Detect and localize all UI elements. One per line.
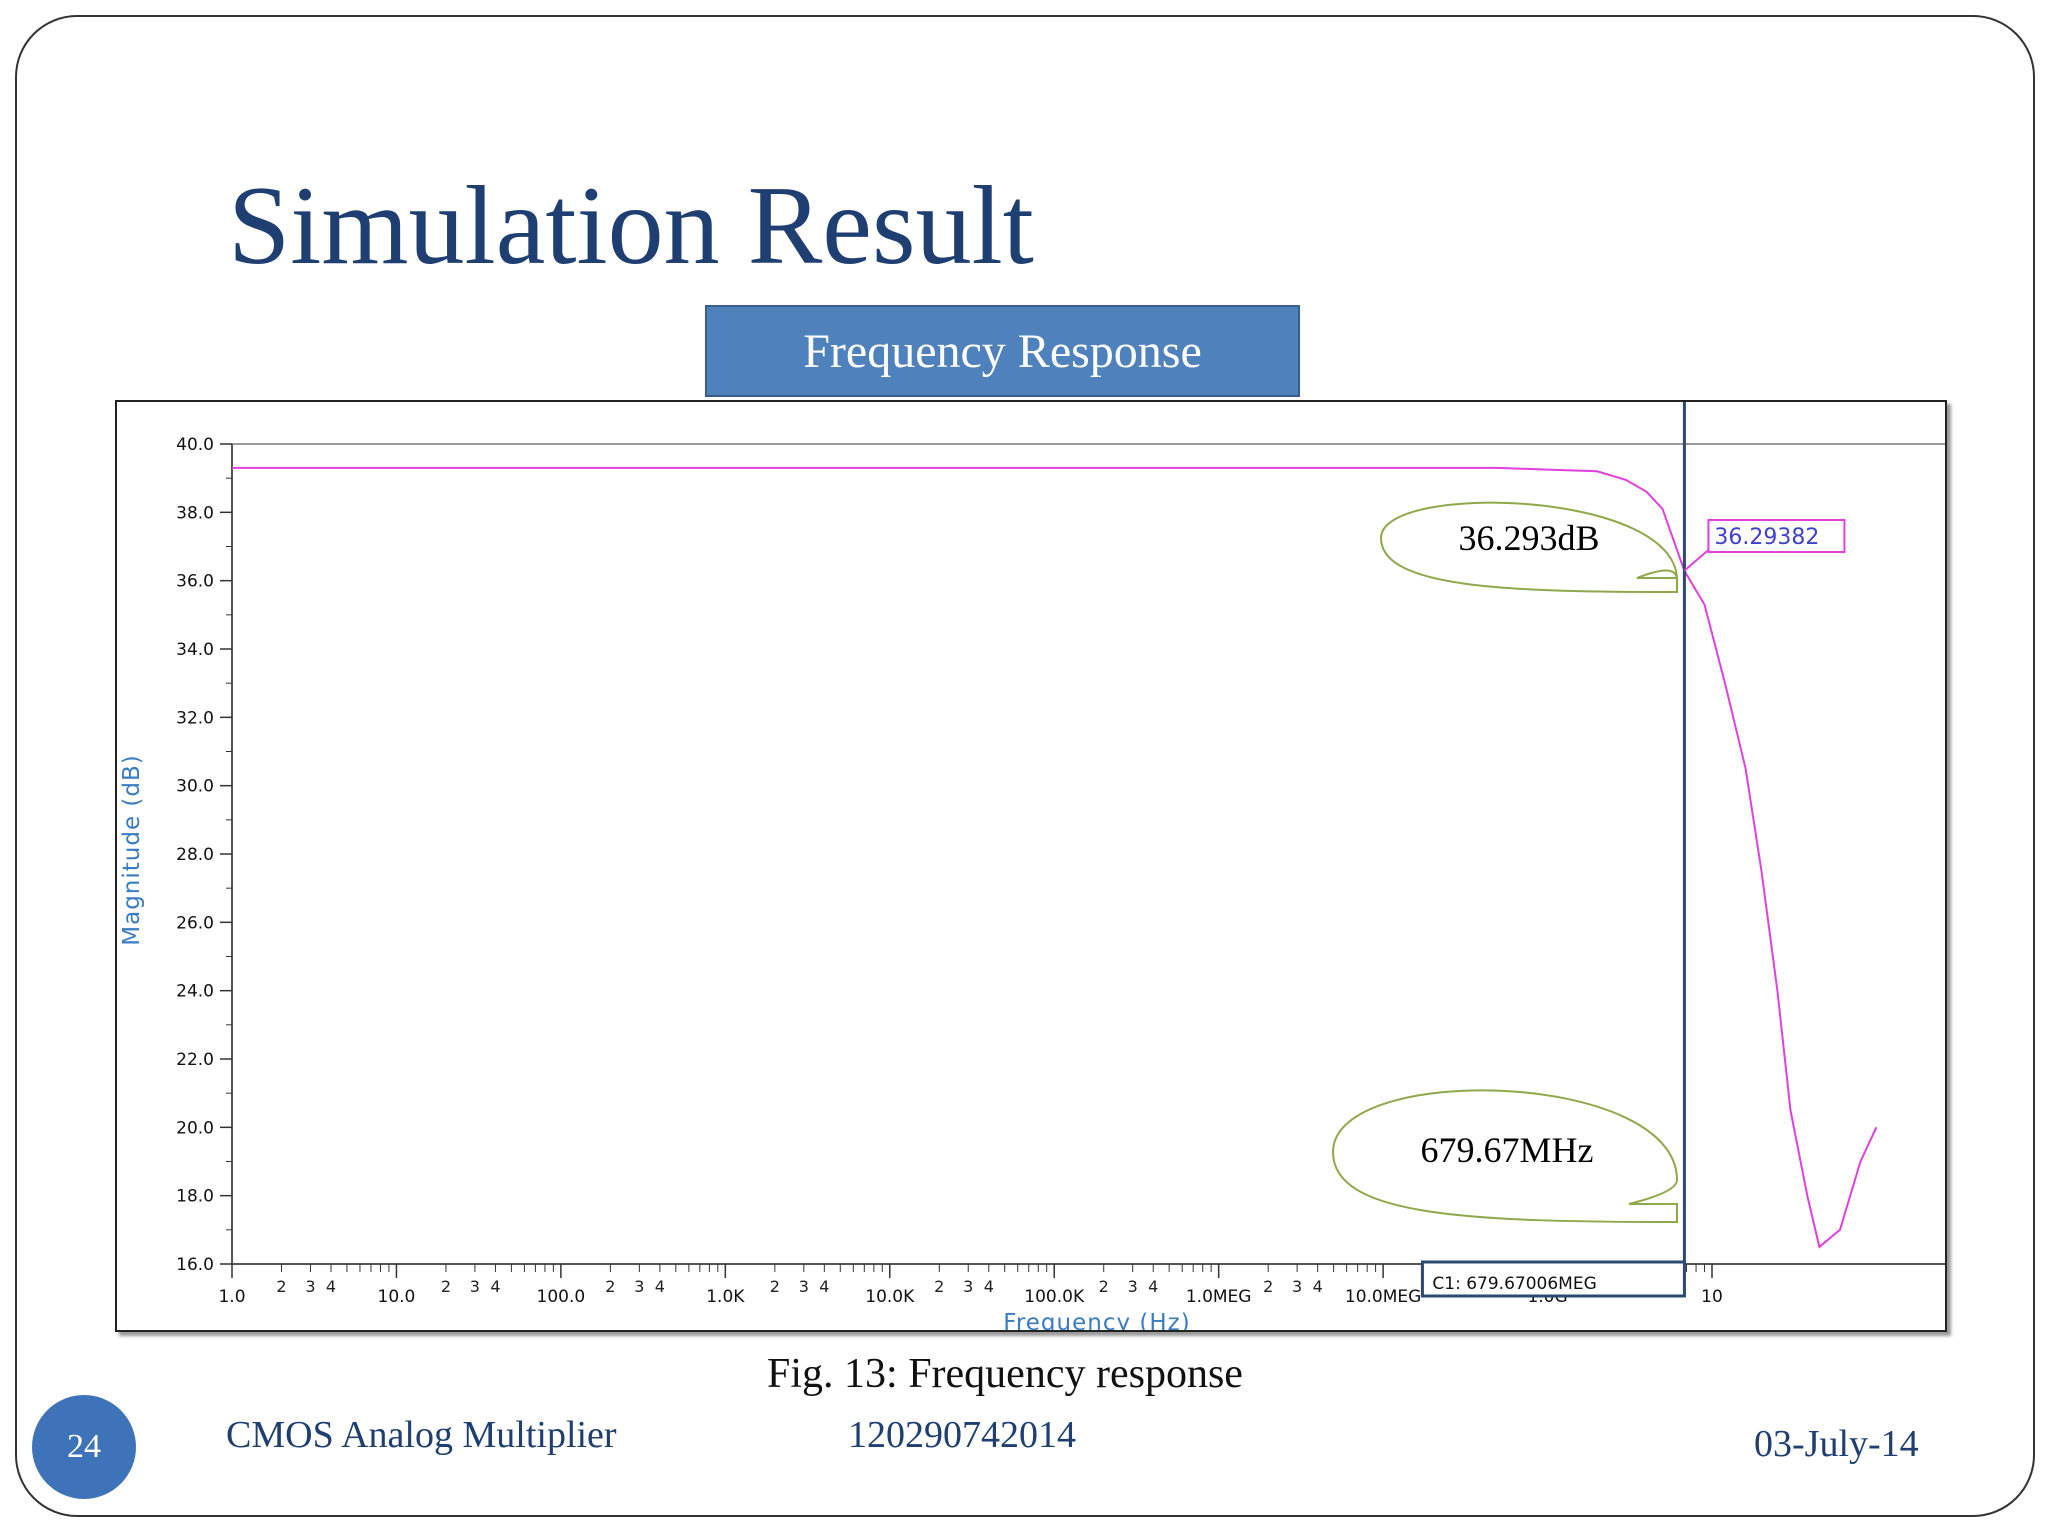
x-tick-label: 100.0K [1024,1287,1085,1307]
slide-number-badge: 24 [32,1395,136,1499]
x-minor-tick-label: 4 [1313,1277,1323,1296]
frequency-response-chart: 40.0 38.0 36.0 34.0 32.0 30.0 28.0 26.0 24.0 22.0… [119,402,1945,1332]
x-tick-label: 1.0K [706,1287,745,1307]
footer-id: 120290742014 [848,1414,1076,1456]
y-axis-title: Magnitude (dB) [119,754,145,946]
chart-panel: 40.0 38.0 36.0 34.0 32.0 30.0 28.0 26.0 24.0 22.0… [115,400,1947,1332]
x-minor-tick-label: 2 [770,1277,780,1296]
y-tick-label: 32.0 [176,708,214,728]
x-axis-title: Frequency (Hz) [1003,1310,1190,1332]
x-minor-tick-label: 2 [1263,1277,1273,1296]
x-minor-tick-label: 4 [984,1277,994,1296]
x-minor-tick-label: 2 [276,1277,286,1296]
x-minor-tick-label: 4 [326,1277,336,1296]
x-minor-tick-label: 3 [634,1277,644,1296]
x-tick-label: 10.0MEG [1345,1287,1421,1307]
x-minor-tick-label: 3 [470,1277,480,1296]
cursor-label-box [1420,1260,1686,1298]
y-tick-label: 24.0 [176,982,214,1002]
y-tick-label: 34.0 [176,640,214,660]
x-minor-tick-label: 2 [1099,1277,1109,1296]
y-tick-label: 30.0 [176,777,214,797]
slide-title: Simulation Result [228,164,1034,288]
cursor-value-leader [1683,549,1710,572]
x-minor-tick-label: 2 [934,1277,944,1296]
x-minor-tick-label: 3 [963,1277,973,1296]
x-minor-tick-label: 3 [799,1277,809,1296]
x-minor-tick-label: 4 [655,1277,665,1296]
slide-frame [15,15,2035,1517]
footer-title: CMOS Analog Multiplier [226,1414,617,1456]
y-tick-label: 38.0 [176,503,214,523]
y-tick-label: 36.0 [176,572,214,592]
x-tick-label: 1.0MEG [1186,1287,1252,1307]
x-tick-label: 10 [1701,1287,1723,1307]
x-tick-label: 1.0 [218,1287,245,1307]
cursor-value-label: 36.29382 [1714,525,1819,550]
x-tick-label: 10.0K [865,1287,915,1307]
magnitude-trace [232,466,1878,1249]
footer-date: 03-July-14 [1754,1423,1919,1465]
x-minor-tick-label: 4 [490,1277,500,1296]
callout-db [1379,501,1678,594]
slide-number: 24 [67,1428,101,1465]
x-minor-tick-label: 3 [1292,1277,1302,1296]
figure-caption: Fig. 13: Frequency response [767,1351,1243,1397]
y-tick-label: 40.0 [176,435,214,455]
x-minor-tick-label: 4 [819,1277,829,1296]
y-tick-label: 26.0 [176,913,214,933]
callout-freq-label: 679.67MHz [1421,1130,1594,1170]
x-minor-tick-label: 3 [1128,1277,1138,1296]
y-tick-label: 20.0 [176,1118,214,1138]
x-minor-tick-label: 2 [605,1277,615,1296]
x-minor-tick-label: 3 [305,1277,315,1296]
x-minor-tick-label: 4 [1148,1277,1158,1296]
cursor-value-box [1707,519,1846,553]
callout-freq [1331,1089,1679,1224]
y-tick-label: 16.0 [176,1255,214,1275]
x-minor-tick-label: 2 [441,1277,451,1296]
y-tick-label: 22.0 [176,1050,214,1070]
cursor-label: C1: 679.67006MEG [1432,1274,1596,1294]
callout-db-label: 36.293dB [1458,518,1599,558]
x-tick-label: 100.0 [537,1287,586,1307]
banner-frequency-response: Frequency Response [705,305,1300,397]
y-tick-label: 28.0 [176,845,214,865]
y-tick-label: 18.0 [176,1187,214,1207]
x-tick-label: 10.0 [378,1287,416,1307]
